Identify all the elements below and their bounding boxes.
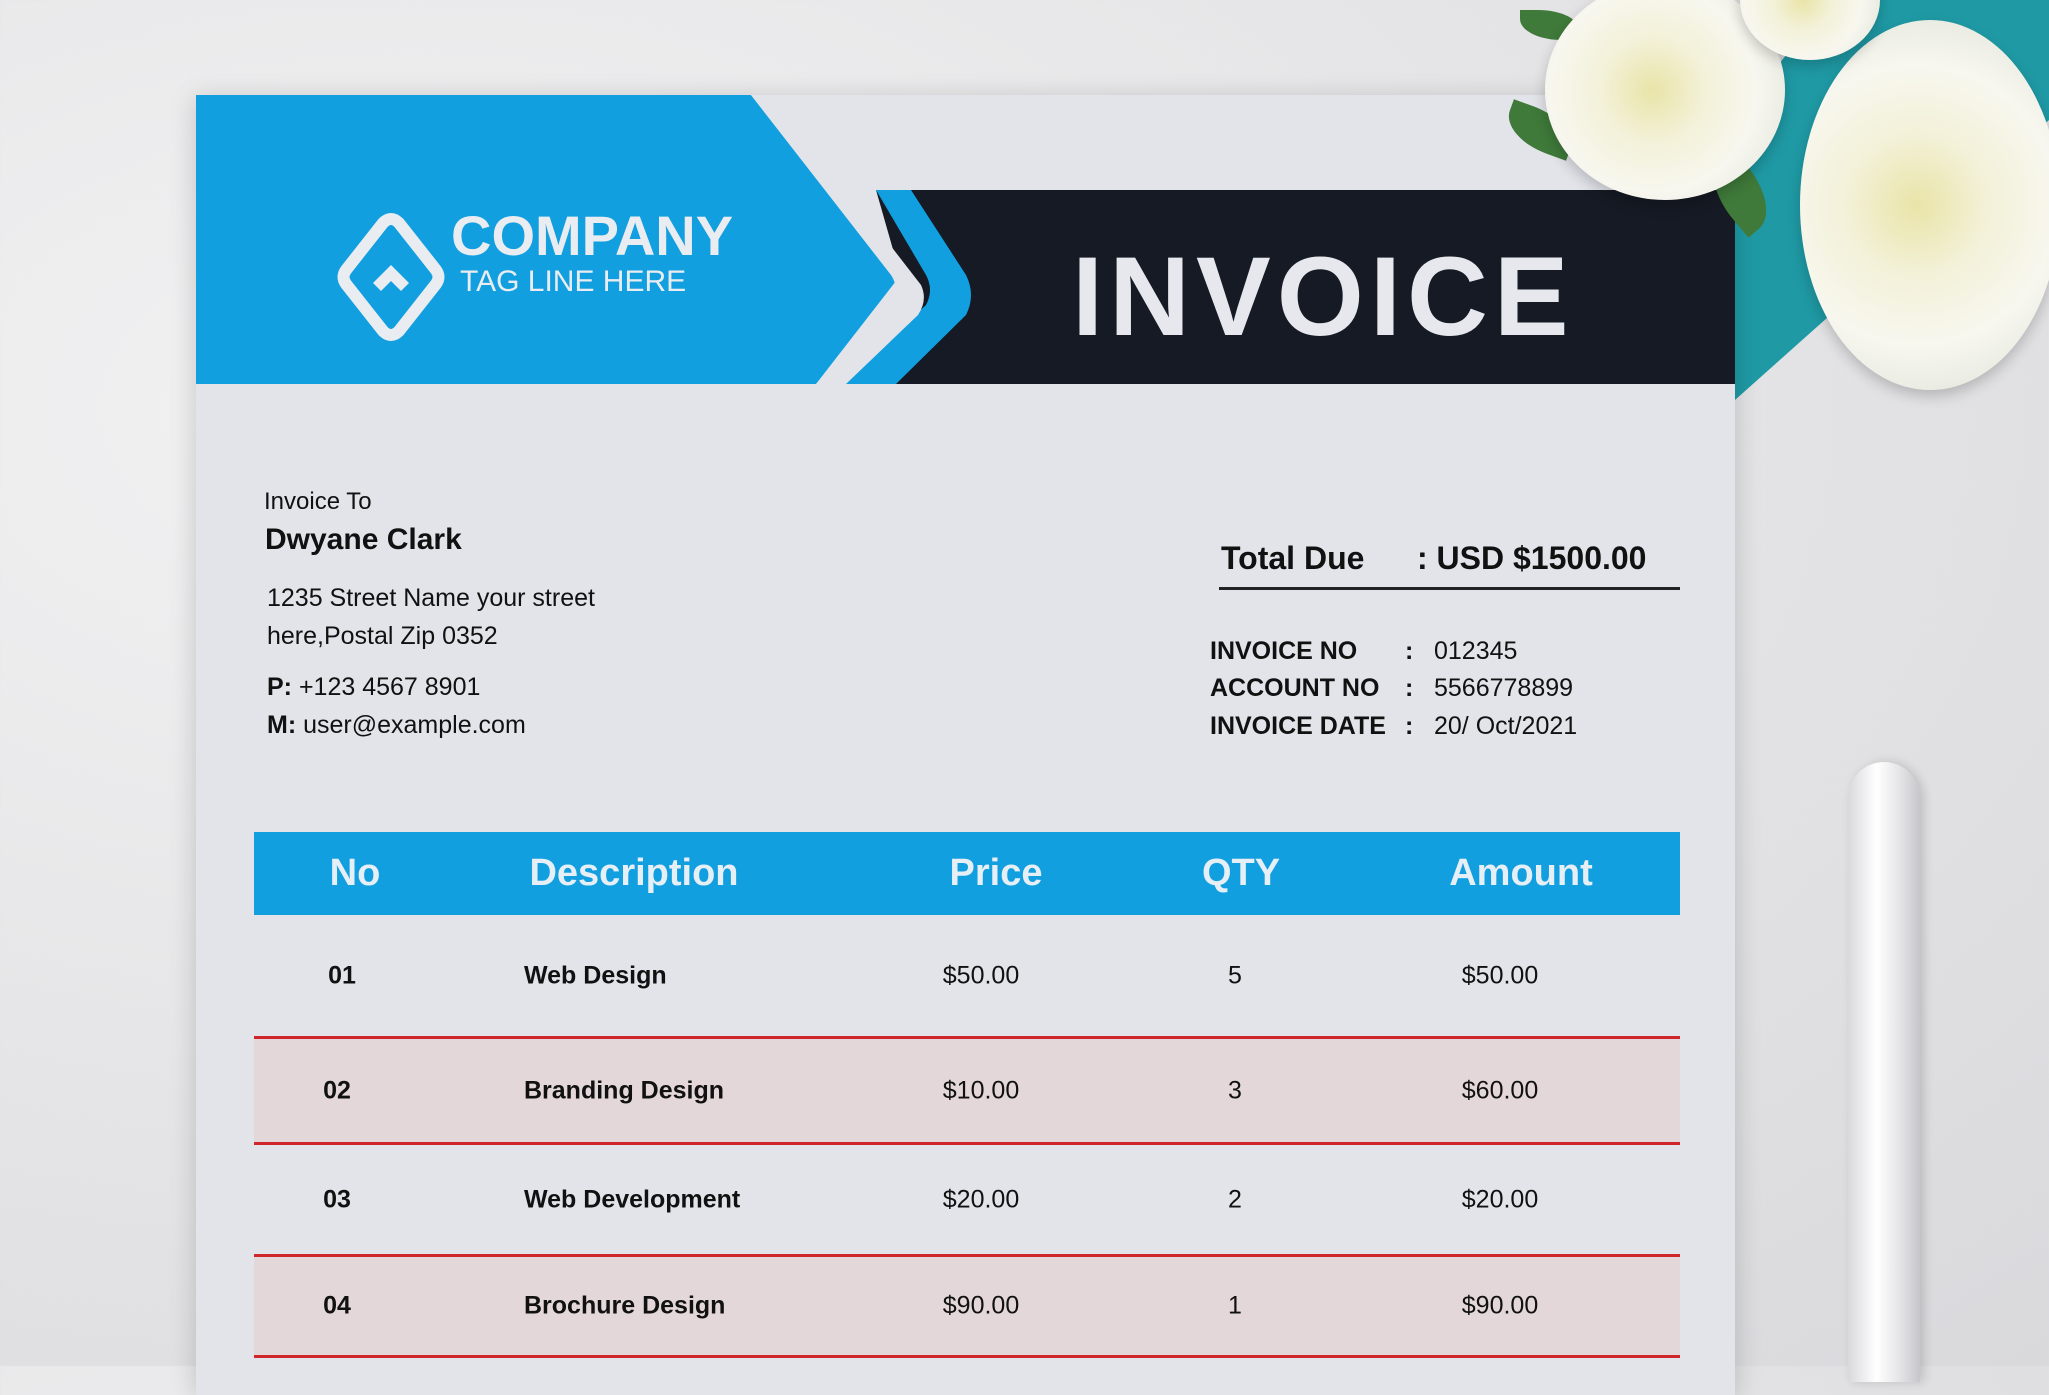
phone-value: +123 4567 8901: [298, 673, 481, 701]
account-no-label: ACCOUNT NO: [1210, 674, 1380, 702]
account-no-value: 5566778899: [1434, 674, 1574, 702]
table-header: No Description Price QTY Amount: [254, 832, 1680, 915]
address-line-2: here,Postal Zip 0352: [267, 622, 498, 650]
cell-qty: 3: [1228, 1076, 1242, 1104]
dark-title-band: [841, 190, 1735, 384]
phone-label: P:: [267, 673, 292, 701]
total-divider: [1219, 587, 1680, 590]
colon: :: [1405, 674, 1414, 702]
cell-price: $90.00: [942, 1291, 1020, 1320]
invoice-no-value: 012345: [1434, 637, 1518, 665]
cell-no: 01: [328, 961, 356, 989]
table-row: 03 Web Development $20.00 2 $20.00: [254, 1145, 1680, 1257]
cell-price: $20.00: [942, 1185, 1020, 1213]
cell-description: Branding Design: [524, 1076, 725, 1104]
header-no: No: [329, 852, 381, 894]
cell-no: 03: [323, 1185, 351, 1213]
company-name: COMPANY: [451, 204, 734, 267]
items-table: No Description Price QTY Amount 01 Web D…: [254, 832, 1680, 1358]
table-row: 04 Brochure Design $90.00 1 $90.00: [254, 1257, 1680, 1358]
cell-amount: $60.00: [1461, 1076, 1539, 1104]
total-due-value: : USD $1500.00: [1417, 540, 1647, 576]
cell-amount: $20.00: [1461, 1185, 1539, 1213]
address-line-1: 1235 Street Name your street: [267, 584, 595, 612]
table-row: 02 Branding Design $10.00 3 $60.00: [254, 1039, 1680, 1145]
invoice-header-band: [196, 95, 1735, 384]
cell-description: Web Design: [524, 961, 667, 989]
header-description: Description: [529, 852, 739, 894]
total-due-label: Total Due: [1221, 540, 1365, 576]
colon: :: [1405, 637, 1414, 665]
cell-price: $50.00: [942, 961, 1020, 989]
header-amount: Amount: [1449, 852, 1593, 894]
invoice-title: INVOICE: [1072, 234, 1575, 359]
client-name: Dwyane Clark: [265, 523, 462, 556]
cell-amount: $90.00: [1461, 1291, 1539, 1320]
cell-qty: 1: [1228, 1291, 1242, 1320]
cell-description: Brochure Design: [524, 1291, 726, 1320]
cell-no: 04: [323, 1291, 351, 1320]
invoice-date-value: 20/ Oct/2021: [1434, 712, 1578, 740]
invoice-to-label: Invoice To: [264, 488, 372, 515]
cell-qty: 2: [1228, 1185, 1242, 1213]
email-label: M:: [267, 711, 297, 739]
email-value: user@example.com: [303, 711, 526, 739]
phone: P: +123 4567 8901: [267, 673, 480, 702]
header-qty: QTY: [1201, 852, 1281, 894]
table-row: 01 Web Design $50.00 5 $50.00: [254, 915, 1680, 1039]
invoice-date-label: INVOICE DATE: [1210, 712, 1386, 740]
invoice-no-label: INVOICE NO: [1210, 637, 1358, 665]
cell-price: $10.00: [942, 1076, 1020, 1104]
cell-no: 02: [323, 1076, 351, 1104]
email: M: user@example.com: [267, 711, 526, 740]
cell-description: Web Development: [524, 1185, 741, 1213]
colon: :: [1405, 712, 1414, 740]
pen-decoration: [1848, 762, 1920, 1382]
header-price: Price: [949, 852, 1043, 894]
company-logo-icon: [337, 213, 445, 341]
cell-qty: 5: [1228, 961, 1242, 989]
blue-accent-stripe: [841, 190, 971, 384]
company-tagline: TAG LINE HERE: [460, 265, 687, 298]
cell-amount: $50.00: [1461, 961, 1539, 989]
